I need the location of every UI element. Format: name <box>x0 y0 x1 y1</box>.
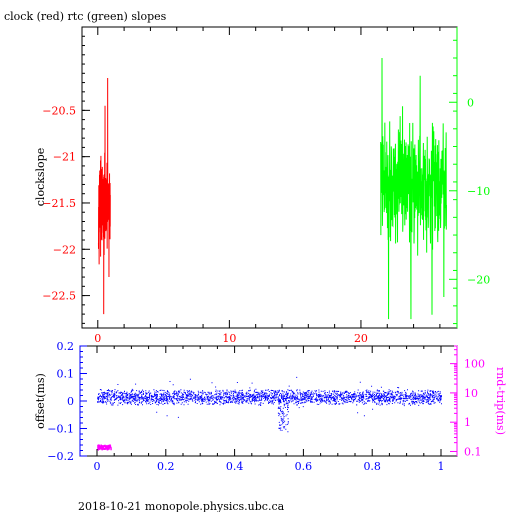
bottom-x-tick-label: 0.2 <box>157 460 175 473</box>
top-x-tick-label: 10 <box>222 332 236 345</box>
top-y2-tick-label: −10 <box>467 185 490 198</box>
top-y-axis-label: clockslope <box>34 148 47 206</box>
bottom-x-tick-label: 0.6 <box>295 460 313 473</box>
bottom-x-tick-label: 0 <box>94 460 101 473</box>
bottom-series-group <box>97 376 442 451</box>
series-line-clock <box>97 77 111 315</box>
bottom-y2-axis-label: rnd-trip(ms) <box>494 367 507 435</box>
top-y2-tick-label: −20 <box>467 273 490 286</box>
bottom-y2-tick-label: 100 <box>464 358 485 371</box>
top-y-tick-label: −21.5 <box>42 197 76 210</box>
top-x-tick-label: 0 <box>94 332 101 345</box>
top-y2-tick-label: 0 <box>467 96 474 109</box>
bottom-x-tick-label: 0.4 <box>226 460 244 473</box>
top-x-tick-label: 20 <box>354 332 368 345</box>
bottom-y2-tick-label: 0.1 <box>464 445 482 458</box>
series-points-offset <box>97 376 442 433</box>
series-line-rtc <box>380 57 447 320</box>
bottom-y-tick-label: −0.2 <box>47 450 74 463</box>
footer-label: 2018-10-21 monopole.physics.ubc.ca <box>78 500 285 512</box>
top-y-tick-label: −20.5 <box>42 104 76 117</box>
top-y-tick-label: −22 <box>53 243 76 256</box>
bottom-x-tick-label: 0.8 <box>363 460 381 473</box>
chart-title: clock (red) rtc (green) slopes <box>4 10 167 23</box>
top-y-tick-label: −22.5 <box>42 290 76 303</box>
bottom-axis-ticks: 0 0.2 0.4 0.6 0.8 1 0.2 0.1 0 −0.1 −0.2 100 10 1 0.1 <box>47 340 485 473</box>
bottom-y2-tick-label: 10 <box>464 387 478 400</box>
top-axis-ticks: 0 10 20 −20.5 −21 −21.5 −22 −22.5 0 −10 −20 <box>42 27 490 345</box>
top-series-group <box>97 57 447 320</box>
bottom-y-tick-label: 0 <box>67 395 74 408</box>
top-y-tick-label: −21 <box>53 151 76 164</box>
bottom-y2-tick-label: 1 <box>464 416 471 429</box>
series-points-rnd-trip <box>97 444 112 451</box>
bottom-y-tick-label: −0.1 <box>47 423 74 436</box>
bottom-y-axis-label: offset(ms) <box>34 373 47 429</box>
bottom-y-tick-label: 0.1 <box>57 368 75 381</box>
bottom-x-tick-label: 1 <box>438 460 445 473</box>
bottom-y-tick-label: 0.2 <box>57 340 75 353</box>
